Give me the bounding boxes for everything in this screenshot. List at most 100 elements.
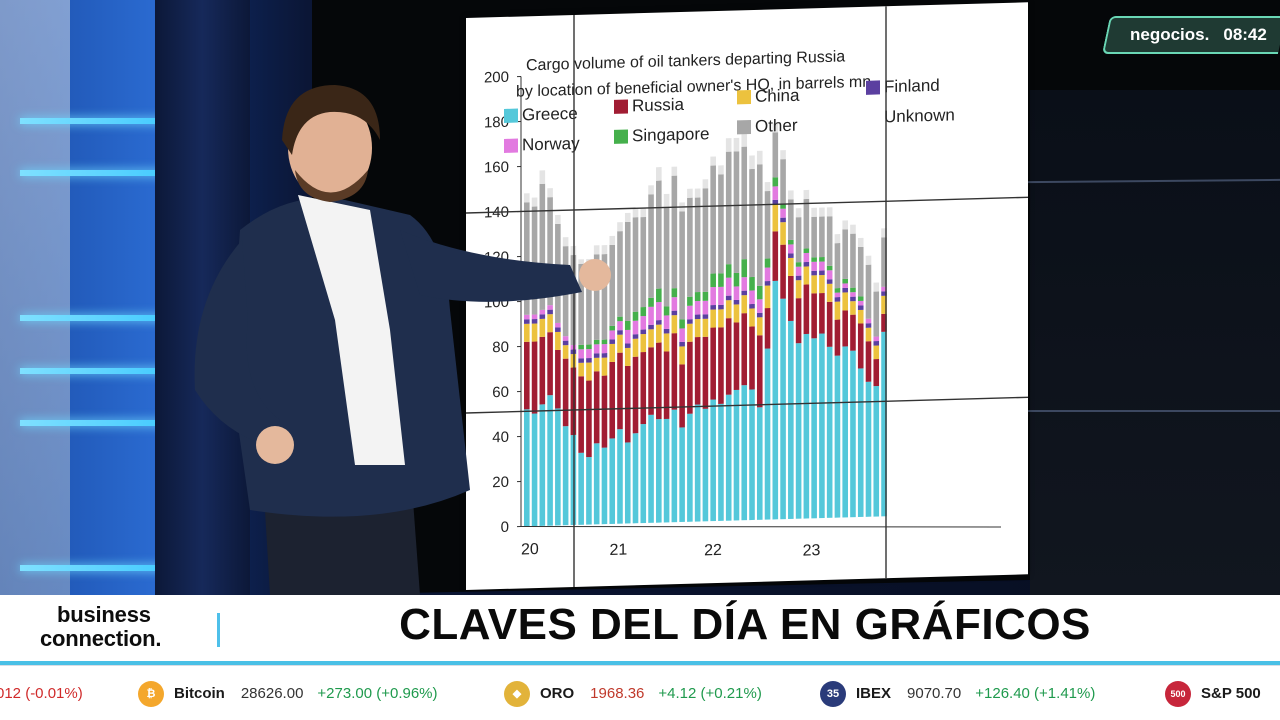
bar-segment-singapore xyxy=(632,311,639,321)
bar-segment-singapore xyxy=(764,258,771,268)
bar-segment-greece xyxy=(601,447,608,525)
legend-swatch-russia xyxy=(614,99,628,114)
bar-segment-singapore xyxy=(795,262,802,267)
bar-segment-greece xyxy=(772,280,779,520)
legend-label: Norway xyxy=(522,134,580,155)
bar-segment-greece xyxy=(524,409,530,527)
bar-segment-singapore xyxy=(826,265,833,271)
bar-segment-greece xyxy=(593,443,600,525)
bar-segment-singapore xyxy=(741,259,748,278)
bar-segment-finland xyxy=(826,279,833,284)
legend-label: Finland xyxy=(884,76,940,97)
bar-segment-unknown xyxy=(842,220,848,230)
bar-segment-china xyxy=(756,317,763,336)
bar-segment-finland xyxy=(640,329,647,335)
bar-segment-greece xyxy=(834,355,841,518)
bar-segment-finland xyxy=(772,199,779,205)
bar-segment-russia xyxy=(663,351,670,419)
bar-segment-norway xyxy=(671,297,678,311)
bar-segment-norway xyxy=(795,266,802,276)
bar-segment-china xyxy=(609,343,616,362)
bar-segment-russia xyxy=(671,333,678,410)
bar-segment-russia xyxy=(811,293,817,339)
presenter-shirt xyxy=(298,195,405,465)
bar-segment-finland xyxy=(780,217,786,223)
legend-label: Russia xyxy=(632,95,684,115)
x-tick-label: 23 xyxy=(803,542,821,559)
bar-segment-greece xyxy=(873,385,880,517)
bar-segment-other xyxy=(702,188,709,292)
bar-segment-norway xyxy=(788,244,794,254)
bar-segment-russia xyxy=(524,341,530,410)
bar-segment-finland xyxy=(679,341,685,347)
bar-segment-russia xyxy=(578,376,584,453)
bar-segment-russia xyxy=(857,323,864,369)
bar-segment-norway xyxy=(586,348,592,359)
bar-segment-other xyxy=(679,211,685,320)
bar-segment-finland xyxy=(857,305,864,311)
bar-segment-norway xyxy=(547,305,553,310)
clock: 08:42 xyxy=(1223,25,1267,44)
bar-segment-greece xyxy=(764,348,771,520)
bar-segment-unknown xyxy=(624,212,631,223)
bar-segment-norway xyxy=(694,300,701,315)
bar-segment-russia xyxy=(842,310,848,347)
bar-segment-other xyxy=(873,291,880,337)
bar-segment-singapore xyxy=(694,291,701,302)
bar-segment-china xyxy=(640,333,647,353)
bar-segment-other xyxy=(609,244,616,326)
legend-label: Singapore xyxy=(632,124,710,145)
bar-segment-china xyxy=(850,301,856,315)
bar-segment-russia xyxy=(710,327,716,400)
ticker-change: +4.12 (+0.21%) xyxy=(658,685,762,702)
bar-segment-russia xyxy=(865,341,872,382)
bar-segment-unknown xyxy=(772,123,779,133)
bar-segment-finland xyxy=(609,339,616,344)
bar-segment-unknown xyxy=(702,179,709,189)
bar-segment-russia xyxy=(648,347,654,415)
bar-segment-norway xyxy=(562,336,569,341)
studio-light-stripe xyxy=(20,565,190,571)
bar-segment-other xyxy=(741,146,748,260)
video-wall-seam xyxy=(1028,410,1280,412)
bar-segment-unknown xyxy=(687,188,693,198)
bar-segment-russia xyxy=(531,341,538,414)
bar-segment-russia xyxy=(617,352,623,430)
bar-segment-finland xyxy=(578,358,584,363)
bar-segment-other xyxy=(795,217,802,263)
bar-segment-russia xyxy=(586,380,592,458)
bar-segment-norway xyxy=(741,277,748,291)
bar-segment-norway xyxy=(764,267,771,282)
bar-segment-unknown xyxy=(811,207,817,217)
bar-segment-greece xyxy=(624,442,631,524)
bar-segment-russia xyxy=(702,336,709,409)
bar-segment-greece xyxy=(826,346,833,518)
bar-segment-unknown xyxy=(718,165,724,175)
bar-segment-singapore xyxy=(788,239,794,245)
bar-segment-other xyxy=(733,151,740,274)
bar-segment-china xyxy=(617,334,623,353)
bar-segment-norway xyxy=(624,329,631,344)
bar-segment-finland xyxy=(795,275,802,281)
bar-segment-other xyxy=(772,132,779,178)
ticker-name: Bitcoin xyxy=(174,685,225,702)
bar-segment-norway xyxy=(850,292,856,297)
ticker-price: 28626.00 xyxy=(240,685,304,702)
bar-segment-china xyxy=(803,266,810,285)
bar-segment-unknown xyxy=(803,189,810,200)
bar-segment-unknown xyxy=(694,188,701,198)
bar-segment-unknown xyxy=(857,237,864,248)
studio-light-stripe xyxy=(20,118,190,124)
bar-segment-unknown xyxy=(531,197,538,207)
ticker-name: ORO xyxy=(540,685,575,702)
bar-segment-singapore xyxy=(586,344,592,350)
bar-segment-unknown xyxy=(617,222,623,232)
bar-segment-singapore xyxy=(857,296,864,302)
bar-segment-unknown xyxy=(850,224,856,234)
bar-segment-greece xyxy=(609,438,616,524)
ticker-name: IBEX xyxy=(856,685,892,702)
bar-segment-other xyxy=(725,151,732,265)
bar-segment-norway xyxy=(857,300,864,306)
